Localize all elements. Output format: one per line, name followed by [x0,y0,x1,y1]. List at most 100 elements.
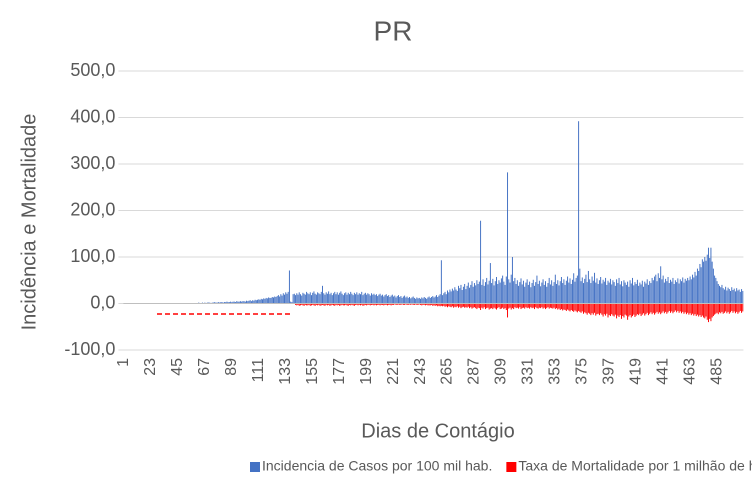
bar [578,121,580,304]
bar [432,296,434,304]
bar [719,303,720,313]
bar [635,283,637,304]
bar [391,303,393,305]
bar [661,279,663,304]
bar [477,283,479,304]
bar [431,303,433,305]
bar [570,283,572,304]
bar [247,301,249,304]
bar [412,296,414,304]
bar [460,303,462,309]
bar [633,285,635,304]
bar [614,303,616,315]
bar [712,303,714,317]
bar [592,280,594,304]
bar [296,293,298,304]
bar [591,303,593,314]
bar [230,301,232,304]
bar [375,303,377,306]
bar [510,274,512,304]
bar [670,279,671,304]
bar [504,284,506,304]
bar [658,303,660,313]
bar [720,287,722,304]
bar [442,295,444,304]
bar [731,287,733,304]
bar [574,281,576,304]
bar [313,291,315,304]
bar [551,303,553,309]
bar [310,303,312,306]
bar [475,285,477,304]
bar [325,292,327,304]
bar [364,292,366,304]
bar [537,303,539,309]
bar [243,301,245,304]
bar [309,303,311,306]
bar [422,303,424,305]
bar [448,303,450,307]
bar [739,303,741,311]
bar [633,303,635,315]
bar [527,284,529,304]
bar [447,290,448,304]
bar [624,282,626,304]
x-tick-label: 177 [331,358,348,385]
y-tick-label: 0,0 [90,292,115,312]
bar [494,281,496,304]
bar [547,303,549,308]
bar [619,303,621,316]
bar [469,303,471,309]
bar [296,303,298,306]
bar [597,283,599,304]
bar [377,303,379,305]
bar [623,303,625,318]
bar [636,279,638,304]
bar [559,303,561,311]
bar [453,303,455,308]
bar [645,283,647,304]
bar [423,296,425,304]
bar [578,303,580,311]
bar [258,299,260,304]
bar [492,303,494,310]
bar [480,303,482,311]
bar [667,303,669,313]
bar [676,282,678,304]
bar [285,292,287,304]
bar [525,303,527,308]
bar [661,303,663,313]
bar [434,303,436,306]
bar [410,303,412,305]
bar [371,303,373,305]
bar [451,288,453,304]
bar [568,282,570,304]
bar [646,279,648,304]
bar [643,303,645,314]
bar [481,303,483,308]
bar [533,285,535,304]
bar [386,303,388,306]
bar [723,303,725,313]
bar [530,287,532,304]
bar [715,277,717,304]
bar [638,303,640,316]
bar [672,303,674,314]
bar [618,277,620,304]
bar [450,291,452,304]
bar [603,303,605,315]
bar [424,303,426,306]
bar [317,303,319,306]
bar [657,303,659,314]
bar [494,303,496,309]
bar [340,303,342,306]
bar [730,290,732,304]
bar [560,276,562,304]
bar [355,303,357,305]
bar [519,282,521,304]
bar [350,291,352,304]
bar [439,303,441,307]
bar [616,303,618,319]
bar [459,303,461,307]
bar [487,284,489,304]
